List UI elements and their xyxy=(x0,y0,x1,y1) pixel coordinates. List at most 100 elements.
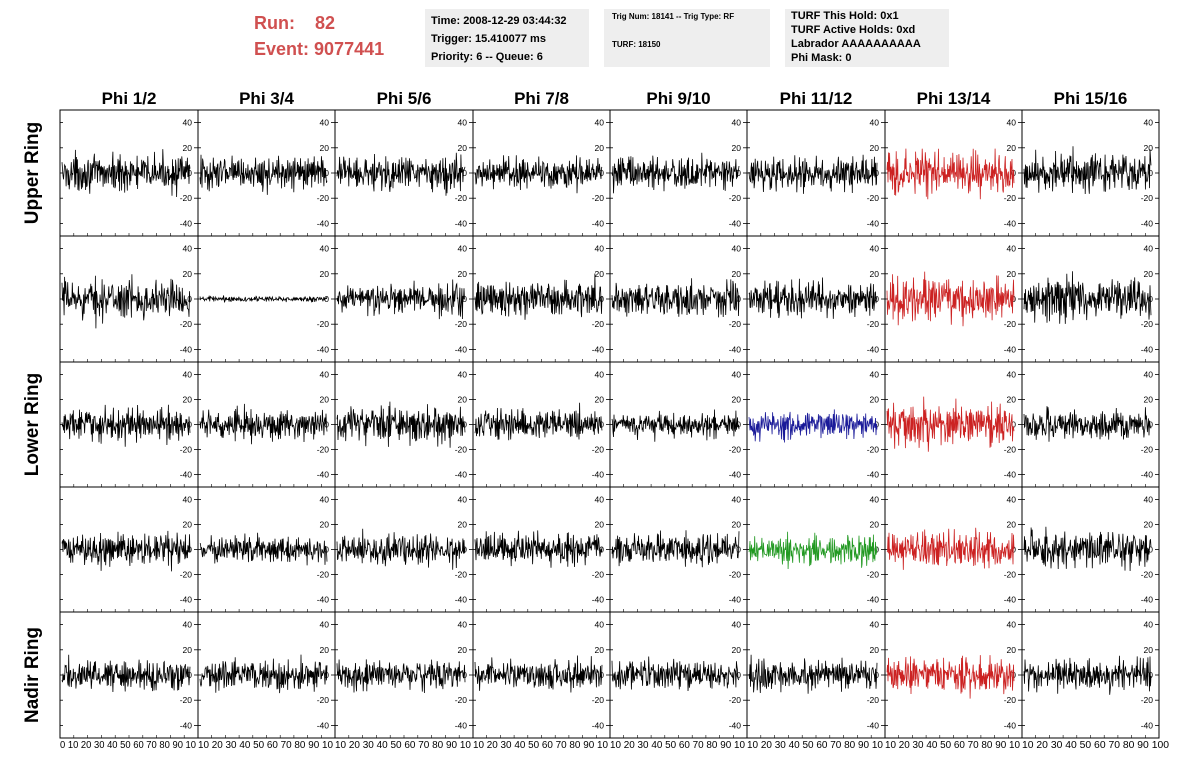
y-tick-label: 0 xyxy=(187,168,192,178)
y-tick-label: 40 xyxy=(1007,118,1017,128)
waveform-trace xyxy=(1023,271,1152,324)
y-tick-label: 40 xyxy=(870,118,880,128)
y-tick-label: -40 xyxy=(867,720,880,730)
y-tick-label: 0 xyxy=(1011,420,1016,430)
y-tick-label: 40 xyxy=(320,370,330,380)
x-tick-label: 10 20 30 40 50 60 70 80 90 10 xyxy=(473,740,608,751)
y-tick-label: 20 xyxy=(1007,269,1017,279)
y-tick-label: 40 xyxy=(732,118,742,128)
y-tick-label: -20 xyxy=(180,193,193,203)
waveform-trace xyxy=(336,401,466,448)
y-tick-label: -20 xyxy=(317,570,330,580)
waveform-trace xyxy=(886,271,1015,327)
y-tick-label: -40 xyxy=(592,720,605,730)
y-tick-label: 0 xyxy=(599,168,604,178)
y-tick-label: 40 xyxy=(1144,620,1154,630)
y-tick-label: -20 xyxy=(455,193,468,203)
y-tick-label: -40 xyxy=(317,470,330,480)
y-tick-label: 20 xyxy=(320,269,330,279)
y-tick-label: -40 xyxy=(1141,218,1154,228)
y-tick-label: -40 xyxy=(180,344,193,354)
y-tick-label: -40 xyxy=(317,218,330,228)
y-tick-label: -20 xyxy=(729,319,742,329)
y-tick-label: 40 xyxy=(1144,370,1154,380)
waveform-trace xyxy=(611,530,740,568)
y-tick-label: 0 xyxy=(736,168,741,178)
column-title: Phi 9/10 xyxy=(646,89,710,108)
waveform-trace xyxy=(611,152,740,194)
waveform-trace xyxy=(474,155,603,194)
y-tick-label: 20 xyxy=(1144,269,1154,279)
y-tick-label: 40 xyxy=(595,370,605,380)
y-tick-label: 20 xyxy=(458,395,468,405)
y-tick-label: -20 xyxy=(180,445,193,455)
y-tick-label: 20 xyxy=(320,645,330,655)
y-tick-label: -20 xyxy=(1004,570,1017,580)
y-tick-label: 40 xyxy=(458,244,468,254)
y-tick-label: 40 xyxy=(458,118,468,128)
waveform-trace xyxy=(61,149,191,198)
x-tick-label: 10 20 30 40 50 60 70 80 90 10 xyxy=(198,740,333,751)
y-tick-label: 40 xyxy=(1007,370,1017,380)
event-row: Event: 9077441 xyxy=(254,36,384,62)
y-tick-label: 20 xyxy=(320,143,330,153)
waveform-trace xyxy=(748,277,878,319)
run-label: Run: xyxy=(254,13,295,33)
y-tick-label: 40 xyxy=(732,495,742,505)
y-tick-label: -20 xyxy=(1004,319,1017,329)
trig-text: Trig Num: 18141 -- Trig Type: RF xyxy=(612,12,735,21)
y-tick-label: 20 xyxy=(870,395,880,405)
y-tick-label: -40 xyxy=(867,595,880,605)
y-tick-label: -20 xyxy=(729,193,742,203)
y-tick-label: 0 xyxy=(324,545,329,555)
y-tick-label: 0 xyxy=(1148,670,1153,680)
waveform-trace xyxy=(474,402,603,441)
y-tick-label: 20 xyxy=(595,395,605,405)
waveform-trace xyxy=(748,409,878,443)
y-tick-label: 20 xyxy=(595,143,605,153)
y-tick-label: 0 xyxy=(736,420,741,430)
y-tick-label: 0 xyxy=(462,168,467,178)
y-tick-label: -20 xyxy=(455,695,468,705)
waveform-trace xyxy=(61,530,191,572)
y-tick-label: 40 xyxy=(1007,495,1017,505)
waveform-trace xyxy=(611,278,740,318)
y-tick-label: 40 xyxy=(732,244,742,254)
y-tick-label: 20 xyxy=(183,645,193,655)
y-tick-label: -20 xyxy=(180,319,193,329)
y-tick-label: -20 xyxy=(1141,695,1154,705)
y-tick-label: 20 xyxy=(183,143,193,153)
y-tick-label: -20 xyxy=(1004,445,1017,455)
panel-frame xyxy=(884,611,1023,739)
x-tick-label: 10 20 30 40 50 60 70 80 90 10 xyxy=(610,740,745,751)
column-title: Phi 7/8 xyxy=(514,89,569,108)
x-tick-label: 10 20 30 40 50 60 70 80 90 10 xyxy=(885,740,1020,751)
y-tick-label: 20 xyxy=(1144,645,1154,655)
y-tick-label: -40 xyxy=(180,720,193,730)
y-tick-label: -40 xyxy=(729,344,742,354)
waveform-trace xyxy=(336,659,466,694)
waveform-trace xyxy=(474,273,603,320)
y-tick-label: 40 xyxy=(458,370,468,380)
y-tick-label: 40 xyxy=(320,620,330,630)
y-tick-label: -20 xyxy=(867,319,880,329)
waveform-trace xyxy=(199,403,328,445)
y-tick-label: 20 xyxy=(458,269,468,279)
y-tick-label: -40 xyxy=(1004,720,1017,730)
waveform-trace xyxy=(61,404,191,447)
y-tick-label: -40 xyxy=(180,218,193,228)
event-label: Event: xyxy=(254,39,310,59)
y-tick-label: -20 xyxy=(317,193,330,203)
y-tick-label: 20 xyxy=(183,395,193,405)
y-tick-label: -20 xyxy=(592,695,605,705)
y-tick-label: -20 xyxy=(867,193,880,203)
y-tick-label: -40 xyxy=(592,344,605,354)
y-tick-label: -20 xyxy=(317,445,330,455)
y-tick-label: -20 xyxy=(729,570,742,580)
y-tick-label: -20 xyxy=(867,445,880,455)
row-title: Upper Ring xyxy=(22,122,43,224)
time-info-box: Time: 2008-12-29 03:44:32 Trigger: 15.41… xyxy=(425,9,589,67)
y-tick-label: -20 xyxy=(317,695,330,705)
y-tick-label: 40 xyxy=(1144,244,1154,254)
